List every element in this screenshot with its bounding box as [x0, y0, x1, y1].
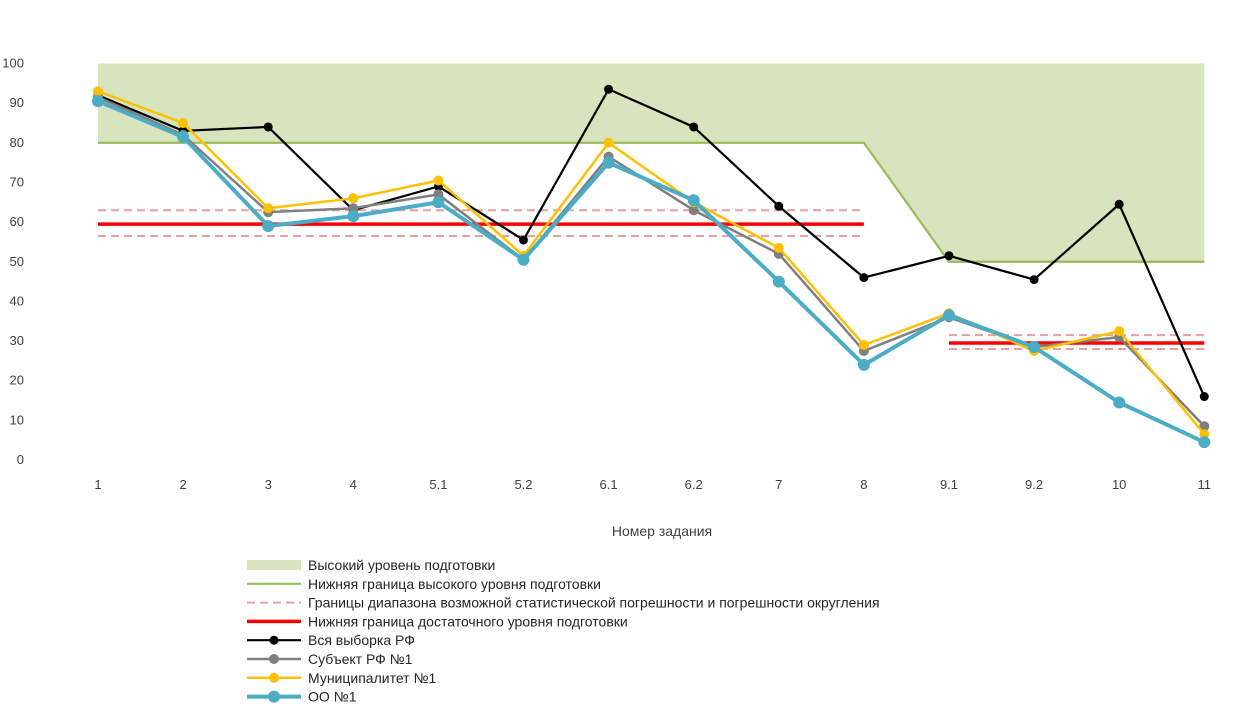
legend-item-high-level-lower-bound: Нижняя граница высокого уровня подготовк… [247, 576, 601, 592]
series-1-point [519, 235, 528, 245]
x-axis-title: Номер задания [612, 523, 712, 539]
y-tick-label: 10 [10, 412, 24, 427]
x-tick-label: 11 [1198, 477, 1212, 492]
legend-item-error-range: Границы диапазона возможной статистическ… [247, 595, 880, 611]
legend-marker [269, 672, 279, 683]
legend-marker [268, 690, 280, 703]
legend-marker [269, 635, 279, 645]
high-level-lower-bound-line [98, 141, 1205, 263]
legend-label: Нижняя граница достаточного уровня подго… [308, 613, 628, 629]
series-1-point [604, 84, 614, 94]
series-3-point [263, 203, 274, 214]
series-1-point [1199, 392, 1209, 402]
series-1-line [97, 88, 1206, 398]
legend-label: Высокий уровень подготовки [308, 557, 495, 573]
series-3-point [603, 137, 614, 148]
series-1-point [774, 201, 784, 211]
series-4-point [262, 220, 275, 233]
legend: Высокий уровень подготовки Нижняя граница… [247, 557, 880, 705]
legend-label: Нижняя граница высокого уровня подготовк… [308, 576, 601, 592]
y-tick-label: 50 [10, 254, 24, 269]
x-tick-label: 8 [860, 477, 867, 492]
series-3-point [93, 86, 103, 97]
x-tick-label: 5.2 [514, 477, 532, 492]
series-4-point [347, 210, 360, 223]
series-3-point [773, 242, 784, 253]
series-4-line [97, 99, 1206, 444]
y-axis: 0 10 20 30 40 50 60 70 80 90 100 [2, 56, 24, 468]
y-tick-label: 100 [2, 56, 24, 71]
legend-item-series-3: Муниципалитет №1 [247, 670, 436, 686]
x-tick-label: 4 [350, 477, 357, 492]
legend-item-series-4: ОО №1 [247, 689, 357, 705]
y-tick-label: 20 [10, 373, 24, 388]
legend-marker [269, 654, 279, 664]
y-tick-label: 80 [10, 135, 24, 150]
series-1-point [944, 251, 954, 261]
series-1-point [1029, 275, 1039, 285]
legend-item-sufficient-level: Нижняя граница достаточного уровня подго… [247, 613, 628, 629]
x-tick-label: 6.1 [600, 477, 618, 492]
x-tick-label: 1 [94, 477, 101, 492]
legend-label: Вся выборка РФ [308, 632, 415, 648]
x-tick-label: 10 [1112, 477, 1126, 492]
series-3-point [858, 340, 869, 351]
series-4 [92, 95, 1211, 449]
series-4-point [602, 156, 615, 169]
series-3-point [1114, 326, 1125, 337]
series-4-point [772, 275, 785, 288]
series-4-point [943, 309, 955, 322]
series-4-point [687, 194, 700, 207]
series-4-point [432, 196, 445, 209]
y-tick-label: 70 [10, 174, 24, 189]
x-tick-label: 5.1 [429, 477, 447, 492]
legend-swatch [247, 560, 301, 570]
series-1-point [689, 122, 699, 132]
legend-item-high-level-area: Высокий уровень подготовки [247, 557, 495, 573]
legend-item-series-2: Субъект РФ №1 [247, 651, 413, 667]
series-3-point [433, 175, 444, 186]
y-tick-label: 0 [17, 452, 24, 467]
legend-label: Границы диапазона возможной статистическ… [308, 595, 880, 611]
legend-label: Муниципалитет №1 [308, 670, 436, 686]
x-axis: 1 2 3 4 5.1 5.2 6.1 6.2 7 8 9.1 9.2 10 11 [94, 477, 1211, 492]
series-3-point [348, 193, 359, 204]
series-4-point [177, 130, 190, 143]
x-tick-label: 9.1 [940, 477, 958, 492]
series-3-point [178, 117, 189, 128]
series-4-point [1113, 396, 1126, 409]
series-1-point [1114, 199, 1124, 209]
series-2-point [1199, 421, 1210, 432]
y-tick-label: 90 [10, 95, 24, 110]
series-4-point [1028, 340, 1041, 353]
plot-area [92, 63, 1211, 449]
high-level-area [98, 63, 1205, 262]
y-tick-label: 60 [10, 214, 24, 229]
y-tick-label: 40 [10, 293, 24, 308]
series-4-point [857, 358, 870, 371]
series-1-point [263, 122, 273, 132]
legend-label: ОО №1 [308, 689, 357, 705]
x-tick-label: 7 [775, 477, 782, 492]
y-tick-label: 30 [10, 333, 24, 348]
x-tick-label: 2 [179, 477, 186, 492]
legend-item-series-1: Вся выборка РФ [247, 632, 415, 648]
series-4-point [517, 253, 530, 266]
x-tick-label: 9.2 [1025, 477, 1043, 492]
legend-label: Субъект РФ №1 [308, 651, 413, 667]
x-tick-label: 3 [265, 477, 272, 492]
x-tick-label: 6.2 [685, 477, 703, 492]
series-1-point [859, 273, 869, 283]
series-4-point [92, 95, 104, 108]
series-2-point [688, 205, 699, 216]
series-4-point [1198, 436, 1211, 449]
series-3-line [97, 90, 1206, 436]
